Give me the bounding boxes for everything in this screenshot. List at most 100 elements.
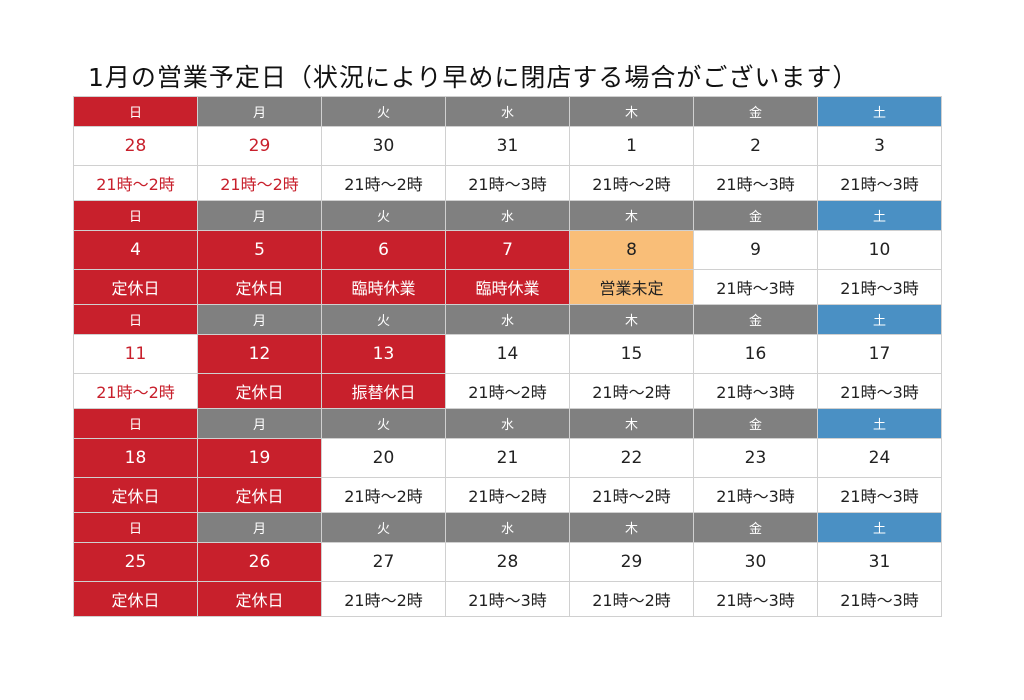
date-cell: 31 [445,126,570,166]
hours-cell: 21時〜2時 [197,165,322,201]
page-title: 1月の営業予定日（状況により早めに閉店する場合がございます） [88,63,859,92]
hours-cell: 振替休日 [321,373,446,409]
hours-cell: 21時〜2時 [569,373,694,409]
weekday-header-cell: 月 [197,200,322,231]
weekday-header-cell: 土 [817,512,942,543]
weekday-header-cell: 木 [569,304,694,335]
weekday-header-cell: 月 [197,408,322,439]
weekday-header-cell: 土 [817,96,942,127]
hours-cell: 21時〜2時 [445,477,570,513]
hours-cell: 21時〜2時 [321,581,446,617]
date-cell: 16 [693,334,818,374]
hours-cell: 定休日 [197,581,322,617]
weekday-header-cell: 日 [73,408,198,439]
weekday-header-cell: 日 [73,304,198,335]
date-cell: 9 [693,230,818,270]
weekday-header-row: 日月火水木金土 [73,200,942,231]
date-cell: 6 [321,230,446,270]
date-cell: 29 [569,542,694,582]
weekday-header-cell: 木 [569,96,694,127]
weekday-header-row: 日月火水木金土 [73,96,942,127]
hours-cell: 営業未定 [569,269,694,305]
date-cell: 5 [197,230,322,270]
status-row: 定休日 定休日 21時〜2時 21時〜2時 21時〜2時 21時〜3時 21時〜3時 [73,477,942,513]
schedule-calendar: 日月火水木金土 28 29 30 31 1 2 3 21時〜2時 21時〜2時 21時〜2時 21時〜… [73,96,942,617]
weekday-header-cell: 月 [197,96,322,127]
weekday-header-row: 日月火水木金土 [73,304,942,335]
date-cell: 23 [693,438,818,478]
hours-cell: 21時〜3時 [693,269,818,305]
weekday-header-cell: 月 [197,512,322,543]
date-cell: 18 [73,438,198,478]
hours-cell: 21時〜2時 [569,165,694,201]
date-cell: 26 [197,542,322,582]
date-row: 4 5 6 7 8 9 10 [73,230,942,270]
hours-cell: 21時〜2時 [73,165,198,201]
hours-cell: 21時〜3時 [693,373,818,409]
weekday-header-cell: 木 [569,200,694,231]
weekday-header-cell: 金 [693,304,818,335]
hours-cell: 21時〜3時 [693,165,818,201]
date-cell: 2 [693,126,818,166]
weekday-header-cell: 月 [197,304,322,335]
date-row: 25 26 27 28 29 30 31 [73,542,942,582]
date-cell: 12 [197,334,322,374]
weekday-header-cell: 火 [321,512,446,543]
hours-cell: 21時〜3時 [817,269,942,305]
hours-cell: 21時〜2時 [445,373,570,409]
date-cell: 30 [693,542,818,582]
hours-cell: 21時〜3時 [817,477,942,513]
date-cell: 14 [445,334,570,374]
status-row: 定休日 定休日 臨時休業 臨時休業 営業未定 21時〜3時 21時〜3時 [73,269,942,305]
date-cell: 15 [569,334,694,374]
date-cell: 31 [817,542,942,582]
weekday-header-cell: 木 [569,408,694,439]
hours-cell: 21時〜3時 [817,165,942,201]
date-cell: 28 [445,542,570,582]
hours-cell: 21時〜2時 [73,373,198,409]
weekday-header-cell: 水 [445,304,570,335]
weekday-header-cell: 水 [445,96,570,127]
weekday-header-cell: 水 [445,200,570,231]
date-cell: 19 [197,438,322,478]
weekday-header-cell: 水 [445,408,570,439]
hours-cell: 定休日 [73,269,198,305]
date-cell: 11 [73,334,198,374]
status-row: 21時〜2時 21時〜2時 21時〜2時 21時〜3時 21時〜2時 21時〜3時 21時〜… [73,165,942,201]
date-cell: 21 [445,438,570,478]
status-row: 定休日 定休日 21時〜2時 21時〜3時 21時〜2時 21時〜3時 21時〜3時 [73,581,942,617]
weekday-header-cell: 金 [693,408,818,439]
hours-cell: 21時〜3時 [445,165,570,201]
date-cell: 24 [817,438,942,478]
hours-cell: 定休日 [197,269,322,305]
hours-cell: 21時〜2時 [321,477,446,513]
hours-cell: 定休日 [73,477,198,513]
date-row: 11 12 13 14 15 16 17 [73,334,942,374]
hours-cell: 21時〜3時 [693,581,818,617]
hours-cell: 定休日 [197,373,322,409]
hours-cell: 21時〜2時 [569,581,694,617]
hours-cell: 21時〜2時 [321,165,446,201]
weekday-header-cell: 金 [693,512,818,543]
weekday-header-cell: 金 [693,200,818,231]
hours-cell: 臨時休業 [321,269,446,305]
weekday-header-cell: 木 [569,512,694,543]
weekday-header-cell: 日 [73,200,198,231]
hours-cell: 21時〜3時 [445,581,570,617]
date-cell: 30 [321,126,446,166]
date-cell: 20 [321,438,446,478]
date-cell: 27 [321,542,446,582]
date-row: 18 19 20 21 22 23 24 [73,438,942,478]
hours-cell: 21時〜3時 [817,373,942,409]
weekday-header-cell: 火 [321,96,446,127]
hours-cell: 21時〜3時 [693,477,818,513]
weekday-header-cell: 日 [73,512,198,543]
status-row: 21時〜2時 定休日 振替休日 21時〜2時 21時〜2時 21時〜3時 21時〜3時 [73,373,942,409]
hours-cell: 21時〜3時 [817,581,942,617]
weekday-header-cell: 水 [445,512,570,543]
date-cell: 8 [569,230,694,270]
weekday-header-cell: 日 [73,96,198,127]
date-cell: 4 [73,230,198,270]
date-cell: 28 [73,126,198,166]
date-cell: 10 [817,230,942,270]
